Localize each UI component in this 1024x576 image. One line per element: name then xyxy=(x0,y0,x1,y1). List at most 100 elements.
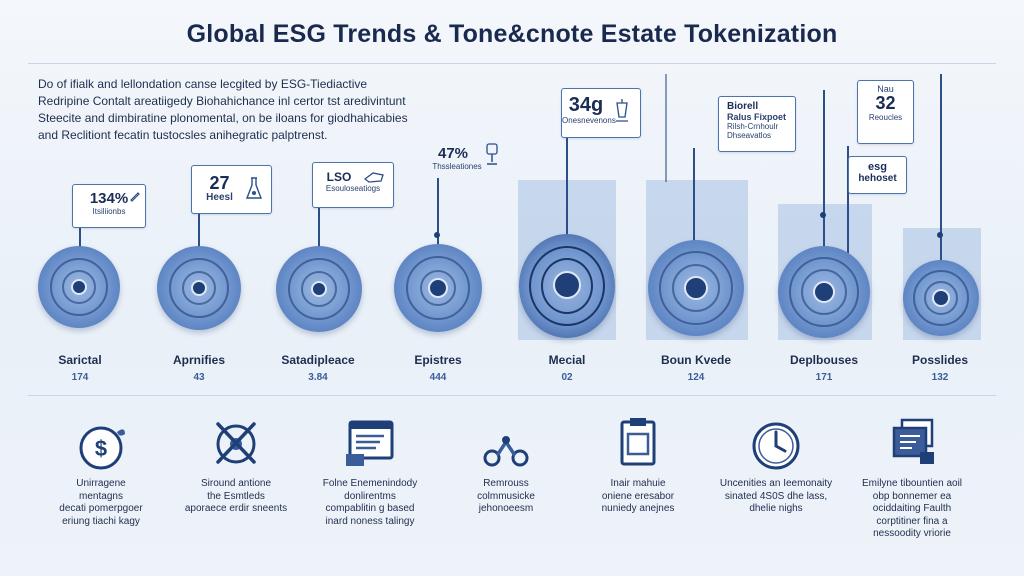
feature-line: corptitiner fina a xyxy=(876,515,948,527)
feature-text: Uncenities an Ieemonaity sinated 4S0S dh… xyxy=(706,478,846,516)
stage-label: Posslides xyxy=(911,353,969,367)
callout-value: 27 xyxy=(209,173,230,193)
callout-value: 47% xyxy=(437,145,469,162)
callout-stage-5: 34g Onesnevenons xyxy=(561,88,641,138)
intro-line: Steecite and dimbiratine plonomental, on… xyxy=(38,111,408,125)
target-icon xyxy=(71,279,87,295)
intro-line: Do of ifialk and lellondation canse lecg… xyxy=(38,77,368,91)
target-icon xyxy=(553,271,581,299)
feature-line: Emilyne tibountien aoil xyxy=(861,478,963,489)
feature-line: Uncenities an Ieemonaity xyxy=(719,478,833,489)
feature-line: decati pomerpgoer xyxy=(59,503,143,514)
feature-line: Folne Enemenindody xyxy=(322,478,418,489)
stage-label: Sarictal xyxy=(58,353,102,367)
stage-label: Satadipleace xyxy=(281,353,355,367)
callout-stage-7: esg hehoset xyxy=(848,156,907,194)
target-icon xyxy=(684,276,708,300)
stage-value: 3.84 xyxy=(308,372,328,383)
callout-value: 134% xyxy=(89,190,129,207)
feature-line: mentagns xyxy=(79,490,123,502)
feature-line: ociddaiting Faulth xyxy=(872,503,952,514)
stage-disc-1 xyxy=(38,246,120,328)
feature-line: Remrouss xyxy=(483,478,529,489)
stage-label: Deplbouses xyxy=(789,353,858,367)
callout-stage-6: Biorell Ralus Fixpoet Rilsh-Crnhoulr Dhs… xyxy=(718,96,796,152)
feature-line: sinated 4S0S dhe lass, xyxy=(724,490,828,502)
stage-label: Boun Kvede xyxy=(660,353,731,367)
feature-text: Emilyne tibountien aoil obp bonnemer ea … xyxy=(842,478,982,541)
feature-line: Unirragene xyxy=(76,478,126,489)
connector-dot xyxy=(937,232,943,238)
callout-extra-line: Dhseavatlos xyxy=(727,130,772,140)
callout-extra-line: Rilsh-Crnhoulr xyxy=(727,121,779,131)
stage-value: 43 xyxy=(193,372,205,383)
stage-disc-3 xyxy=(276,246,362,332)
stacked-documents-icon xyxy=(892,418,934,464)
callout-sub: Itsiliionbs xyxy=(92,206,126,216)
feature-line: donlirentms xyxy=(344,490,396,502)
callout-stage-3: LSO Esouloseatiogs xyxy=(312,162,394,208)
intro-line: and Reclitiont fecatin tustocsles aniheg… xyxy=(38,128,328,142)
stage-disc-6 xyxy=(648,240,744,336)
callout-value: esg xyxy=(868,161,887,173)
clock-icon xyxy=(752,422,800,470)
tools-target-icon xyxy=(216,422,256,464)
page-title: Global ESG Trends & Tone&cnote Estate To… xyxy=(186,20,838,48)
feature-line: Siround antione xyxy=(200,478,272,489)
callout-sub: Esouloseatiogs xyxy=(325,183,381,193)
callout-sub: Heesl xyxy=(206,191,233,203)
feature-line: the Esmtleds xyxy=(207,490,265,502)
stage-value: 132 xyxy=(931,372,949,383)
stage-value: 174 xyxy=(71,372,89,383)
connector-line xyxy=(693,148,695,284)
stage-label: Epistres xyxy=(414,353,462,367)
pencil-icon xyxy=(130,192,140,202)
feature-text: Folne Enemenindody donlirentms compablit… xyxy=(300,478,440,528)
svg-text:$: $ xyxy=(95,436,107,461)
stage-disc-5 xyxy=(519,234,615,338)
trophy-icon xyxy=(486,143,498,165)
feature-text: Unirragene mentagns decati pomerpgoer er… xyxy=(31,478,171,528)
feature-text: Inair mahuie oniene eresabor nuniedy ane… xyxy=(568,478,708,516)
feature-line: compablitin g based xyxy=(325,503,415,514)
feature-text: Siround antione the Esmtleds aporaece er… xyxy=(166,478,306,516)
connector-line xyxy=(665,74,667,182)
lantern-icon xyxy=(616,99,628,122)
stage-disc-8 xyxy=(903,260,979,336)
target-icon xyxy=(191,280,207,296)
callout-value: LSO xyxy=(326,170,352,184)
target-icon xyxy=(932,289,950,307)
callout-stage-1: 134% Itsiliionbs xyxy=(72,184,146,228)
section-divider xyxy=(28,395,996,396)
feature-line: eriung tiachi kagy xyxy=(62,515,140,527)
feature-line: nuniedy anejnes xyxy=(601,503,675,514)
intro-paragraph: Do of ifialk and lellondation canse lecg… xyxy=(38,76,438,144)
callout-sub: Thssleationes xyxy=(432,161,482,171)
feature-line: aporaece erdir sneents xyxy=(184,503,288,514)
callout-value: 32 xyxy=(875,93,896,113)
callout-stage-8: Nau 32 Reoucles xyxy=(857,80,914,144)
connector-dot xyxy=(820,212,826,218)
connector-line xyxy=(318,206,320,284)
feature-line: obp bonnemer ea xyxy=(872,490,952,502)
target-icon xyxy=(428,278,448,298)
callout-sub: Onesnevenons xyxy=(562,116,616,125)
target-icon xyxy=(311,281,327,297)
feature-line: inard noness talingy xyxy=(325,515,415,527)
stage-label: Aprnifies xyxy=(172,353,225,367)
document-window-icon xyxy=(346,420,394,466)
connector-line xyxy=(823,90,825,286)
title-divider xyxy=(28,63,996,64)
feature-line: oniene eresabor xyxy=(601,490,675,502)
stage-value: 124 xyxy=(687,372,705,383)
flask-icon xyxy=(245,177,263,199)
feature-line: Inair mahuie xyxy=(610,478,666,489)
callout-stage-4: 47% Thssleationes xyxy=(426,140,508,180)
clipboard-icon xyxy=(620,418,656,466)
callout-value: Biorell xyxy=(727,101,759,112)
feature-text: Remrouss colmmusicke jehonoeesm xyxy=(436,478,576,516)
connector-line xyxy=(847,146,849,256)
stage-value: 171 xyxy=(815,372,833,383)
stage-value: 02 xyxy=(561,372,573,383)
intro-line: Redripine Contalt areatiigedy Biohahicha… xyxy=(38,94,406,108)
